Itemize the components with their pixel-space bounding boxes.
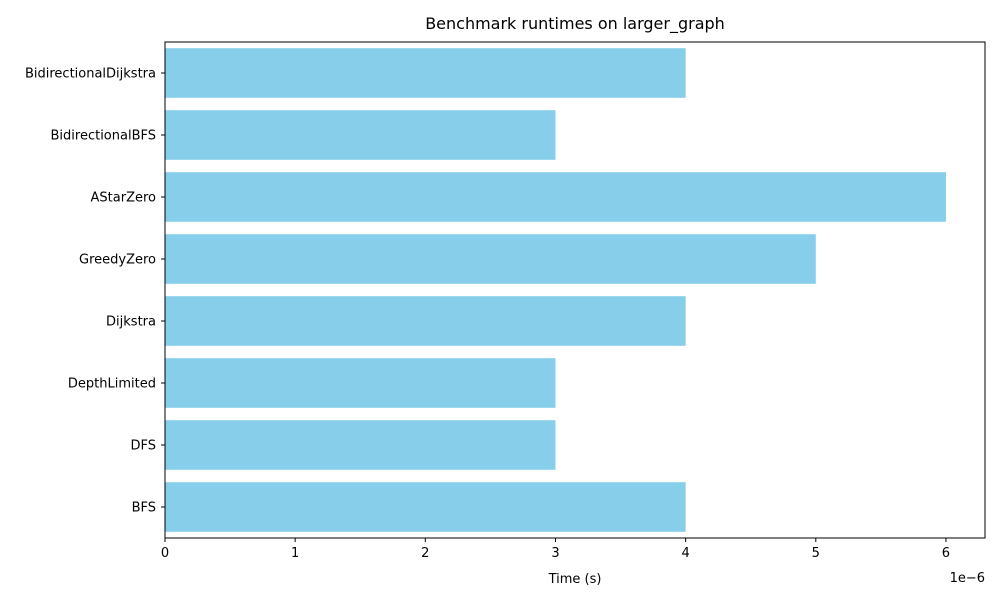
y-tick-label: DepthLimited bbox=[68, 377, 156, 392]
bars-group bbox=[165, 48, 946, 532]
x-tick-label: 4 bbox=[681, 546, 689, 561]
x-axis-label: Time (s) bbox=[548, 572, 602, 587]
x-tick-label: 2 bbox=[421, 546, 429, 561]
y-tick-label: Dijkstra bbox=[106, 315, 156, 330]
bar-BidirectionalBFS bbox=[165, 110, 556, 160]
bar-BidirectionalDijkstra bbox=[165, 48, 686, 98]
x-axis: 0 1 2 3 4 5 6 bbox=[161, 538, 950, 561]
bar-Dijkstra bbox=[165, 296, 686, 346]
y-tick-label: GreedyZero bbox=[79, 253, 156, 268]
bar-DepthLimited bbox=[165, 358, 556, 408]
x-tick-label: 3 bbox=[551, 546, 559, 561]
chart-title: Benchmark runtimes on larger_graph bbox=[425, 14, 725, 34]
x-tick-label: 0 bbox=[161, 546, 169, 561]
x-tick-label: 5 bbox=[812, 546, 820, 561]
bar-BFS bbox=[165, 482, 686, 532]
plot-frame bbox=[164, 41, 986, 539]
x-tick-label: 1 bbox=[291, 546, 299, 561]
y-tick-label: AStarZero bbox=[91, 191, 157, 206]
bar-DFS bbox=[165, 420, 556, 470]
x-axis-offset-label: 1e−6 bbox=[950, 571, 985, 586]
y-tick-label: BFS bbox=[132, 501, 156, 516]
bar-GreedyZero bbox=[165, 234, 816, 284]
y-tick-label: BidirectionalDijkstra bbox=[25, 67, 156, 82]
x-tick-label: 6 bbox=[942, 546, 950, 561]
y-tick-label: DFS bbox=[130, 439, 156, 454]
bar-AStarZero bbox=[165, 172, 946, 222]
y-axis: BFS DFS DepthLimited Dijkstra GreedyZero ASta… bbox=[25, 67, 165, 516]
y-tick-label: BidirectionalBFS bbox=[51, 129, 157, 144]
